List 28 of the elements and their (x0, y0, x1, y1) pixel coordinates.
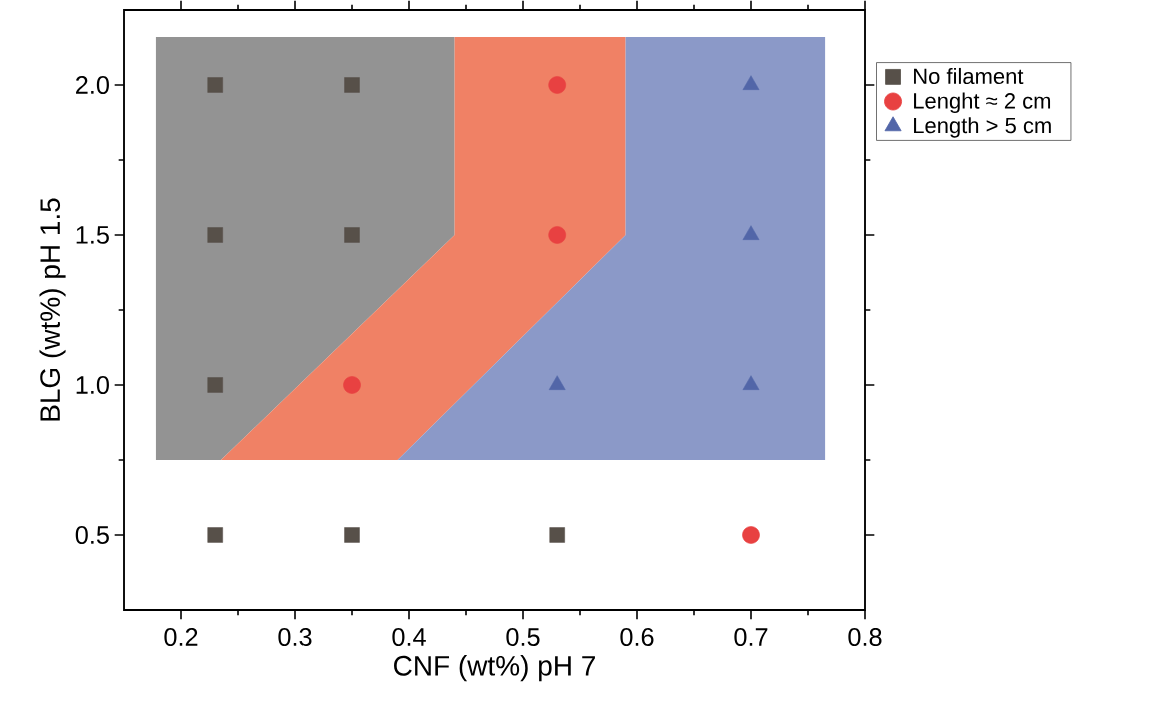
point (343, 376, 361, 394)
x-tick-label: 0.8 (848, 628, 882, 646)
y-tick-label: 2.0 (76, 76, 109, 94)
y-tick-label: 1.5 (76, 226, 109, 244)
legend-label: No filament (914, 67, 1024, 85)
x-axis-title: CNF (wt%) pH 7 (394, 655, 595, 682)
point (207, 527, 223, 543)
y-tick-label: 1.0 (76, 376, 109, 394)
x-tick-label: 0.3 (278, 628, 312, 646)
point (549, 527, 565, 543)
point (344, 227, 360, 243)
point (344, 527, 360, 543)
point (742, 526, 760, 544)
legend-label: Lenght ≈ 2 cm (914, 92, 1051, 114)
point (207, 77, 223, 93)
legend-label: Length > 5 cm (914, 117, 1051, 138)
y-tick-label: 0.5 (75, 526, 109, 544)
point (344, 77, 360, 93)
point (548, 226, 567, 244)
x-tick-label: 0.4 (392, 628, 426, 646)
point (548, 76, 567, 94)
x-tick-label: 0.7 (734, 628, 768, 646)
x-tick-label: 0.2 (164, 628, 198, 646)
x-tick-label: 0.6 (620, 628, 654, 646)
point (207, 227, 223, 243)
x-tick-label: 0.5 (506, 628, 540, 646)
y-axis-title: BLG (wt%) pH 1.5 (39, 198, 66, 421)
point (207, 377, 223, 393)
